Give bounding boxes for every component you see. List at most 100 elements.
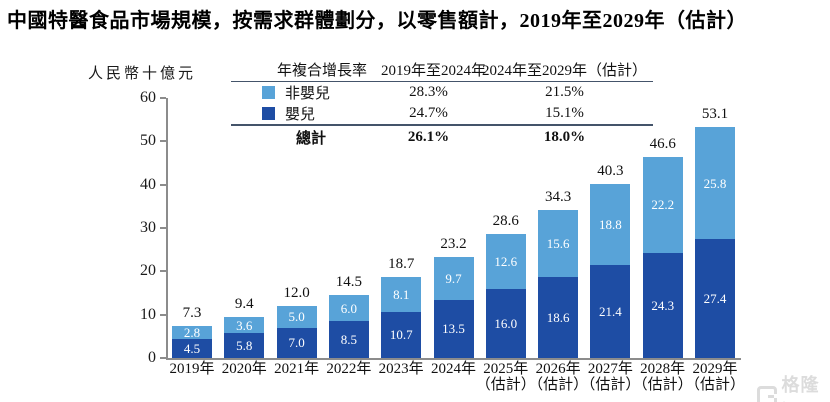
- bar-segment-non-infant-value: 25.8: [703, 175, 727, 191]
- bar-total-label: 14.5: [335, 274, 363, 291]
- cagr-header-period-1: 2019年至2024年: [381, 62, 487, 79]
- y-tick-label: 60: [140, 89, 156, 106]
- bar: 7.0 5.0 12.0: [276, 285, 317, 358]
- cagr-value-infant-p1: 24.7%: [409, 105, 448, 121]
- bar-total-label: 12.0: [283, 285, 310, 301]
- gelonghui-logo-icon: [757, 385, 778, 402]
- bar-segment-infant-value: 27.4: [703, 291, 727, 307]
- bar-total-label: 34.3: [544, 188, 572, 205]
- bar: 13.5 9.7 23.2: [433, 236, 474, 358]
- watermark: 格隆汇: [757, 371, 830, 402]
- cagr-table-header: 年複合增長率 2019年至2024年 2024年至2029年（估計）: [231, 57, 653, 82]
- x-axis-line: [166, 358, 741, 360]
- x-tick-year: 2027年: [587, 361, 633, 377]
- x-tick-label: 2021年: [255, 361, 339, 377]
- bar-segment-infant: 10.7: [381, 311, 422, 358]
- bar: 16.0 12.6 28.6: [485, 213, 526, 358]
- y-tick-mark: [160, 140, 166, 143]
- bar-total-label: 9.4: [234, 296, 254, 313]
- bar-segment-non-infant: 12.6: [485, 234, 526, 289]
- bar-segment-non-infant: 22.2: [642, 156, 683, 253]
- cagr-total-label: 總計: [296, 131, 327, 147]
- y-tick-mark: [160, 97, 166, 99]
- y-tick-label: 20: [140, 262, 156, 280]
- y-tick-mark: [160, 357, 166, 359]
- bar-total-label: 53.1: [701, 106, 729, 123]
- bar-segment-infant: 16.0: [485, 288, 526, 358]
- x-tick-year: 2019年: [169, 361, 215, 377]
- bar-segment-infant: 21.4: [590, 265, 631, 358]
- cagr-value-non-infant-p1: 28.3%: [409, 84, 448, 100]
- plot-area: 0 10 20 30 40 50 60 4.5 2.8 7.3 2019年 5.8 3.6 9.4 2020…: [140, 90, 745, 394]
- bar-segment-infant: 27.4: [695, 239, 735, 358]
- bar-segment-non-infant-value: 6.0: [340, 300, 358, 316]
- bar-total-label: 28.6: [492, 213, 519, 230]
- bar-segment-infant: 18.6: [538, 277, 579, 358]
- bar-segment-infant: 5.8: [224, 332, 265, 358]
- bar-segment-non-infant: 3.6: [224, 317, 265, 333]
- bar-segment-non-infant: 6.0: [328, 295, 369, 322]
- cagr-row-infant: 嬰兒 24.7% 15.1%: [231, 103, 653, 124]
- bar-segment-non-infant-value: 18.8: [599, 217, 622, 233]
- bar-segment-non-infant-value: 12.6: [494, 253, 518, 269]
- y-tick-label: 10: [140, 305, 156, 323]
- bar: 8.5 6.0 14.5: [328, 274, 369, 358]
- y-tick-label: 40: [140, 175, 156, 193]
- x-tick-year: 2024年: [430, 361, 476, 377]
- bar: 27.4 25.8 53.1: [695, 106, 735, 358]
- bar: 21.4 18.8 40.3: [590, 163, 631, 358]
- x-tick-estimate: （估計）: [475, 377, 536, 393]
- y-tick-mark: [160, 227, 166, 229]
- bar-segment-non-infant-value: 8.1: [393, 286, 410, 302]
- bar-segment-non-infant: 2.8: [172, 326, 212, 339]
- bar-segment-non-infant-value: 3.6: [236, 317, 253, 333]
- x-tick-label: 2027年 （估計）: [568, 361, 652, 393]
- bar-segment-infant-value: 13.5: [442, 321, 465, 337]
- x-tick-label: 2026年 （估計）: [516, 361, 600, 393]
- bar-segment-infant-value: 8.5: [340, 332, 358, 348]
- x-tick-label: 2020年: [202, 361, 286, 377]
- bar-segment-infant-value: 21.4: [599, 304, 622, 320]
- bar-total-label: 40.3: [597, 162, 624, 179]
- x-tick-year: 2025年: [483, 361, 529, 377]
- y-axis-title: 人民幣十億元: [88, 66, 197, 82]
- x-tick-label: 2023年: [359, 361, 443, 377]
- cagr-total-p1: 26.1%: [407, 129, 450, 145]
- y-tick-label: 0: [148, 349, 156, 366]
- bar-segment-non-infant: 8.1: [381, 276, 422, 312]
- bar-segment-infant: 8.5: [328, 321, 369, 358]
- bar-total-label: 46.6: [649, 135, 676, 152]
- x-tick-estimate: （估計）: [528, 377, 589, 393]
- bar-segment-infant: 13.5: [433, 299, 474, 358]
- watermark-text: 格隆汇: [781, 375, 820, 402]
- x-tick-estimate: （估計）: [632, 377, 693, 393]
- x-tick-year: 2020年: [221, 361, 267, 377]
- bar-segment-infant: 7.0: [276, 327, 317, 358]
- page-title: 中國特醫食品市場規模，按需求群體劃分，以零售額計，2019年至2029年（估計）: [7, 10, 747, 32]
- bar: 18.6 15.6 34.3: [538, 189, 579, 358]
- bar-segment-infant-value: 4.5: [183, 340, 201, 356]
- cagr-header-label: 年複合增長率: [277, 62, 368, 79]
- legend-label-infant: 嬰兒: [285, 107, 316, 123]
- y-tick-label: 50: [140, 132, 156, 150]
- bar-segment-infant-value: 18.6: [546, 310, 570, 326]
- cagr-total-p2: 18.0%: [543, 129, 586, 145]
- y-tick-mark: [160, 313, 166, 316]
- bar-segment-infant-value: 7.0: [288, 335, 305, 351]
- cagr-table-body: 非嬰兒 28.3% 21.5% 嬰兒 24.7% 15.1%: [231, 82, 653, 126]
- x-tick-year: 2023年: [378, 361, 424, 377]
- y-tick-mark: [160, 270, 166, 273]
- bar: 24.3 22.2 46.6: [642, 136, 683, 358]
- bar-segment-non-infant: 18.8: [590, 183, 631, 266]
- cagr-row-total: 總計 26.1% 18.0%: [231, 126, 653, 149]
- x-tick-estimate: （估計）: [684, 377, 745, 393]
- x-tick-label: 2029年 （估計）: [673, 361, 757, 393]
- x-tick-label: 2024年: [412, 361, 496, 377]
- x-tick-label: 2019年: [150, 361, 234, 377]
- bar-segment-non-infant: 15.6: [538, 209, 579, 278]
- bar-segment-non-infant-value: 5.0: [288, 309, 305, 325]
- legend-label-non-infant: 非嬰兒: [285, 86, 331, 102]
- bar-segment-infant-value: 10.7: [389, 327, 413, 343]
- x-tick-label: 2028年 （估計）: [621, 361, 705, 393]
- x-tick-label: 2025年 （估計）: [464, 361, 548, 393]
